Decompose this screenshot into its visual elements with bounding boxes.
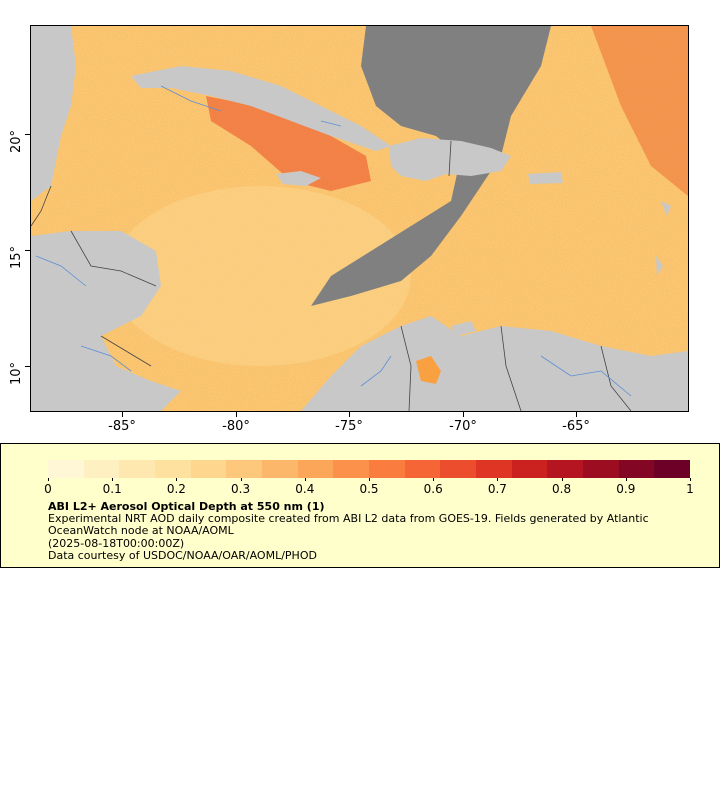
colorbar-tick	[690, 478, 691, 481]
aod-map-image	[31, 26, 688, 411]
colorbar-label: 0.6	[423, 482, 443, 496]
lat-tick-mark-10	[25, 366, 30, 367]
aod-high-plume	[206, 96, 371, 191]
lat-tick-mark-20	[25, 134, 30, 135]
colorbar-tick	[369, 478, 370, 481]
legend-timestamp: (2025-08-18T00:00:00Z)	[48, 537, 185, 550]
aod-low-region	[111, 186, 411, 366]
colorbar-label: 0.9	[616, 482, 636, 496]
colorbar-swatch	[368, 460, 405, 478]
colorbar-swatch	[261, 460, 298, 478]
colorbar-swatch	[119, 460, 155, 478]
colorbar-tick	[304, 478, 306, 481]
colorbar-label: 0.7	[487, 482, 507, 496]
colorbar-label: 0.8	[552, 482, 572, 496]
colorbar-swatch	[226, 460, 262, 478]
lat-tick-20: 20°	[9, 129, 24, 153]
lon-tick-70: -70°	[449, 419, 477, 434]
lat-tick-15: 15°	[9, 245, 24, 269]
colorbar-swatch	[190, 460, 227, 478]
colorbar-tick	[48, 478, 49, 481]
land-jamaica	[276, 171, 321, 186]
lon-tick-mark-85	[122, 412, 123, 417]
colorbar-swatch	[440, 460, 476, 478]
colorbar	[48, 460, 690, 478]
land-south-america	[301, 316, 688, 411]
no-data-region	[311, 26, 551, 306]
colorbar-label: 0.3	[231, 482, 251, 496]
lon-tick-mark-80	[236, 412, 237, 417]
lon-tick-mark-65	[576, 412, 577, 417]
aod-map	[30, 25, 689, 412]
colorbar-swatch	[582, 460, 619, 478]
aod-high-plume-east	[591, 26, 688, 196]
lon-tick-mark-70	[463, 412, 464, 417]
small-islands	[451, 201, 671, 336]
lon-tick-75: -75°	[335, 419, 363, 434]
colorbar-label: 0	[44, 482, 52, 496]
colorbar-tick	[561, 478, 563, 481]
colorbar-swatch	[618, 460, 655, 478]
colorbar-swatch	[333, 460, 369, 478]
colorbar-tick	[240, 478, 242, 481]
legend-title: ABI L2+ Aerosol Optical Depth at 550 nm …	[48, 500, 325, 513]
lon-tick-mark-75	[349, 412, 350, 417]
colorbar-tick	[176, 478, 178, 481]
land-cuba	[131, 66, 391, 151]
colorbar-swatch	[48, 460, 84, 478]
lake-maracaibo	[416, 356, 441, 384]
colorbar-tick	[112, 478, 114, 481]
colorbar-label: 0.2	[166, 482, 186, 496]
lon-tick-85: -85°	[108, 419, 136, 434]
land-puerto-rico	[528, 172, 563, 184]
colorbar-swatch	[547, 460, 583, 478]
colorbar-label: 0.5	[359, 482, 379, 496]
lon-tick-65: -65°	[562, 419, 590, 434]
land-yucatan	[31, 26, 76, 201]
colorbar-swatch	[654, 460, 690, 478]
lon-tick-80: -80°	[222, 419, 250, 434]
colorbar-swatch	[511, 460, 548, 478]
land-central-america	[31, 231, 181, 411]
colorbar-swatch	[154, 460, 191, 478]
legend-credit: Data courtesy of USDOC/NOAA/OAR/AOML/PHO…	[48, 549, 317, 562]
rivers	[35, 85, 632, 397]
legend-panel: 0 0.1 0.2 0.3 0.4 0.5 0.6 0.7 0.8 0.9 1 ABI L2+ Ae…	[0, 443, 720, 568]
colorbar-label: 0.1	[102, 482, 122, 496]
colorbar-tick	[625, 478, 627, 481]
colorbar-swatch	[297, 460, 334, 478]
colorbar-label: 1	[686, 482, 694, 496]
lat-tick-mark-15	[25, 250, 30, 251]
colorbar-swatch	[475, 460, 512, 478]
lat-tick-10: 10°	[9, 361, 24, 385]
country-borders	[31, 140, 632, 411]
colorbar-swatch	[404, 460, 441, 478]
colorbar-tick	[497, 478, 499, 481]
colorbar-label: 0.4	[295, 482, 315, 496]
colorbar-tick	[433, 478, 435, 481]
legend-description: Experimental NRT AOD daily composite cre…	[48, 512, 649, 537]
colorbar-swatch	[83, 460, 120, 478]
